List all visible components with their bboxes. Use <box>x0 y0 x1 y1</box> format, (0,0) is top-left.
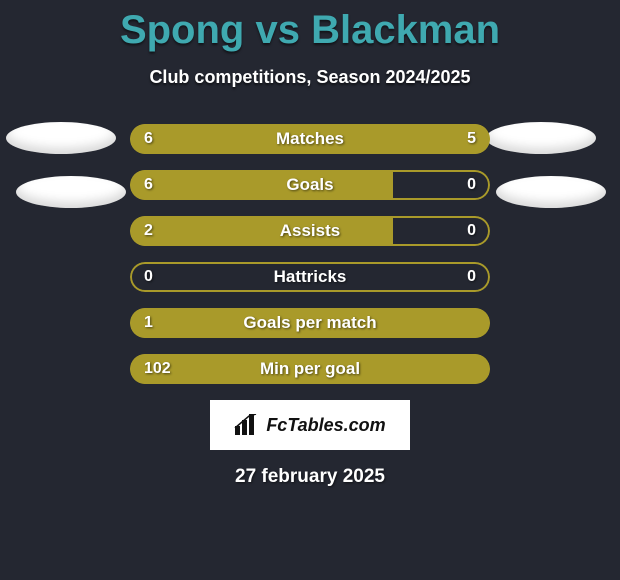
stat-row: 00Hattricks <box>130 262 490 292</box>
stat-row: 1Goals per match <box>130 308 490 338</box>
side-ellipse <box>496 176 606 208</box>
stat-label: Goals per match <box>130 308 490 338</box>
side-ellipse <box>486 122 596 154</box>
page-subtitle: Club competitions, Season 2024/2025 <box>0 67 620 88</box>
stat-row: 20Assists <box>130 216 490 246</box>
stat-label: Hattricks <box>130 262 490 292</box>
bars-icon <box>234 414 260 436</box>
logo-text: FcTables.com <box>266 415 385 436</box>
stat-label: Min per goal <box>130 354 490 384</box>
logo-box: FcTables.com <box>210 400 410 450</box>
stat-row: 60Goals <box>130 170 490 200</box>
stat-label: Assists <box>130 216 490 246</box>
date-label: 27 february 2025 <box>0 466 620 488</box>
stats-container: 65Matches 60Goals 20Assists 00Hattricks 1Goa… <box>130 124 490 384</box>
page-title: Spong vs Blackman <box>0 0 620 53</box>
stat-label: Goals <box>130 170 490 200</box>
side-ellipse <box>6 122 116 154</box>
side-ellipse <box>16 176 126 208</box>
stat-label: Matches <box>130 124 490 154</box>
stat-row: 65Matches <box>130 124 490 154</box>
stat-row: 102Min per goal <box>130 354 490 384</box>
